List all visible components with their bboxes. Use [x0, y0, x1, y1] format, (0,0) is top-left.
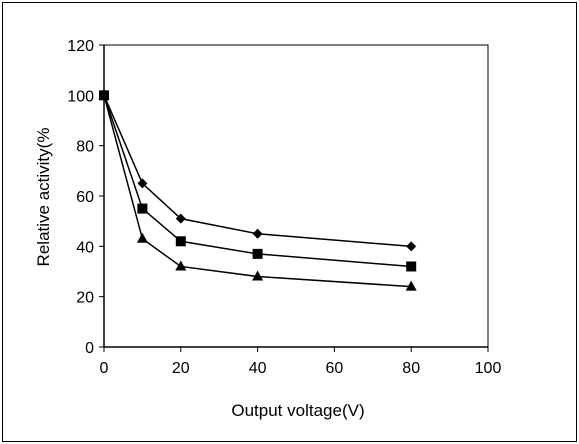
plot-area	[103, 44, 489, 348]
plot-border	[103, 44, 489, 348]
data-point-triangle	[252, 270, 264, 281]
series-triangle	[98, 89, 417, 291]
data-point-diamond	[137, 178, 148, 189]
data-point-triangle	[175, 260, 187, 271]
x-axis-ticks: 0 20 40 60 80 100	[100, 347, 502, 377]
y-tick-label: 0	[85, 340, 94, 357]
y-tick-label: 60	[76, 189, 94, 206]
series-square	[99, 90, 417, 272]
data-point-square	[406, 261, 417, 272]
data-point-diamond	[252, 228, 263, 239]
x-tick-label: 0	[100, 360, 109, 377]
y-tick-label: 40	[76, 239, 94, 256]
y-tick-label: 120	[67, 38, 94, 55]
data-point-square	[252, 248, 263, 259]
y-tick-label: 20	[76, 290, 94, 307]
x-tick-label: 80	[402, 360, 420, 377]
series-diamond	[99, 90, 417, 252]
y-tick-label: 100	[67, 88, 94, 105]
y-axis-title: Relative activity(%	[34, 128, 53, 267]
data-point-triangle	[136, 232, 148, 243]
x-tick-label: 20	[172, 360, 190, 377]
data-point-triangle	[405, 280, 417, 291]
x-axis-title: Output voltage(V)	[231, 401, 364, 420]
series-group	[98, 89, 417, 291]
x-tick-label: 100	[475, 360, 502, 377]
data-point-square	[175, 236, 186, 247]
series-line	[103, 95, 412, 268]
series-line	[103, 95, 412, 248]
x-tick-label: 40	[249, 360, 267, 377]
x-tick-label: 60	[326, 360, 344, 377]
data-point-triangle	[98, 89, 110, 100]
y-tick-label: 80	[76, 139, 94, 156]
data-point-square	[137, 203, 148, 214]
data-point-diamond	[406, 241, 417, 252]
y-axis-ticks: 0 20 40 60 80 100 120	[67, 38, 104, 357]
data-point-diamond	[175, 213, 186, 224]
